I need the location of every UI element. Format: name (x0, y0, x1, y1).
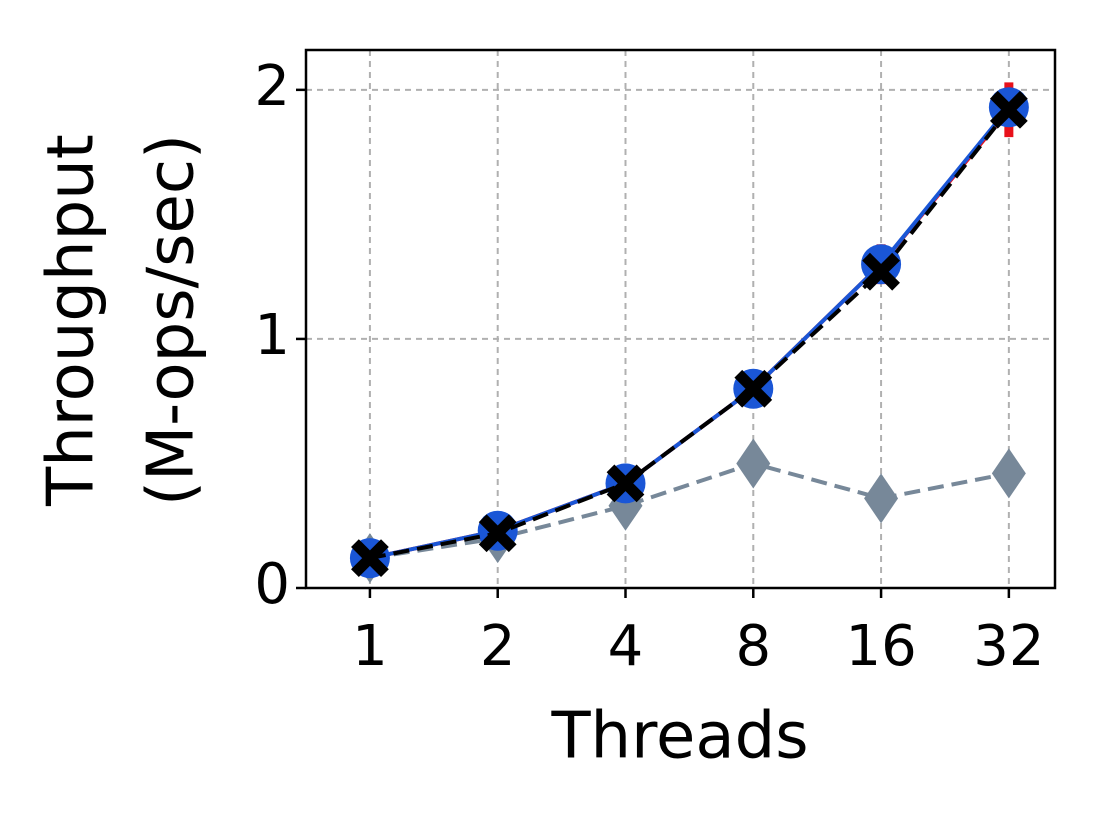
y-tick-label: 2 (254, 54, 290, 119)
x-tick-label: 1 (352, 614, 388, 679)
point (606, 464, 645, 503)
grid (306, 50, 1055, 589)
series-line (369, 108, 1011, 561)
point (478, 514, 517, 553)
series-line (369, 461, 1010, 561)
plot-frame (304, 48, 1057, 590)
y-tick-label: 0 (254, 552, 290, 617)
y-axis-label: Throughput (35, 134, 109, 507)
x-tick-label: 4 (608, 614, 644, 679)
point (991, 448, 1026, 499)
point (736, 438, 771, 489)
point (734, 369, 773, 408)
y-tick-label: 1 (254, 303, 290, 368)
x-axis-label: Threads (550, 700, 808, 774)
x-tick-label: 32 (973, 614, 1044, 679)
x-tick-label: 16 (845, 614, 916, 679)
y-axis-label: (M-ops/sec) (135, 134, 209, 506)
x-tick-label: 2 (480, 614, 516, 679)
point (862, 252, 900, 291)
x-tick-label: 8 (735, 614, 771, 679)
plot (349, 82, 1029, 584)
point (351, 539, 389, 578)
point (864, 473, 899, 524)
point (989, 90, 1028, 129)
